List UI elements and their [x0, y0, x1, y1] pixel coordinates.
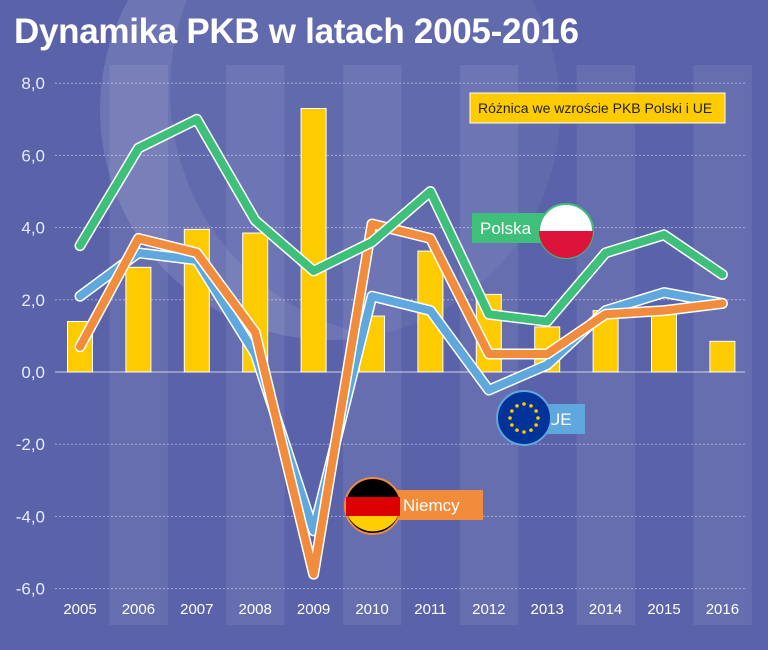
germany-flag-stripe — [346, 497, 400, 516]
polska-label-box — [472, 213, 544, 243]
x-tick-label: 2009 — [297, 601, 330, 618]
y-tick-label: -6,0 — [16, 580, 45, 599]
ue-label: UE — [548, 410, 572, 429]
bar — [709, 340, 736, 373]
eu-star — [508, 416, 512, 420]
eu-star — [529, 404, 533, 408]
x-tick-label: 2006 — [122, 601, 155, 618]
line-niemcy — [76, 219, 727, 579]
eu-star — [534, 423, 538, 427]
page-title: Dynamika PKB w latach 2005-2016 — [14, 12, 579, 51]
y-tick-label: 2,0 — [21, 291, 45, 310]
eu-star — [522, 402, 526, 406]
x-tick-label: 2010 — [355, 601, 388, 618]
x-tick-label: 2016 — [706, 601, 739, 618]
y-tick-label: -4,0 — [16, 507, 45, 526]
eu-star — [529, 428, 533, 432]
eu-star — [510, 409, 514, 413]
legend-label: Różnica we wzroście PKB Polski i UE — [478, 100, 712, 116]
y-tick-label: 4,0 — [21, 219, 45, 238]
bar — [300, 107, 327, 373]
x-tick-label: 2013 — [531, 601, 564, 618]
bar — [125, 266, 152, 373]
niemcy-label-box — [395, 490, 483, 520]
line-ue — [76, 248, 727, 535]
x-tick-label: 2005 — [63, 601, 96, 618]
x-tick-label: 2011 — [414, 601, 446, 618]
eu-star — [534, 409, 538, 413]
polska-label: Polska — [480, 219, 532, 238]
y-tick-label: -2,0 — [16, 435, 45, 454]
x-tick-label: 2015 — [647, 601, 680, 618]
eu-star — [515, 404, 519, 408]
y-tick-label: 0,0 — [21, 363, 45, 382]
niemcy-label: Niemcy — [403, 496, 460, 515]
bar — [651, 311, 677, 373]
y-tick-label: 6,0 — [21, 146, 45, 165]
y-tick-label: 8,0 — [21, 74, 45, 93]
x-tick-label: 2008 — [239, 601, 272, 618]
eu-star — [515, 428, 519, 432]
legend-box — [469, 92, 726, 124]
eu-star — [510, 423, 514, 427]
eu-star — [536, 416, 540, 420]
poland-flag-icon — [539, 231, 593, 258]
x-tick-label: 2007 — [180, 601, 213, 618]
germany-flag-stripe — [348, 516, 398, 532]
eu-star — [522, 430, 526, 434]
line-polska — [76, 115, 727, 326]
x-tick-label: 2012 — [472, 601, 505, 618]
x-tick-label: 2014 — [589, 601, 622, 618]
eu-flag-icon — [496, 390, 552, 446]
